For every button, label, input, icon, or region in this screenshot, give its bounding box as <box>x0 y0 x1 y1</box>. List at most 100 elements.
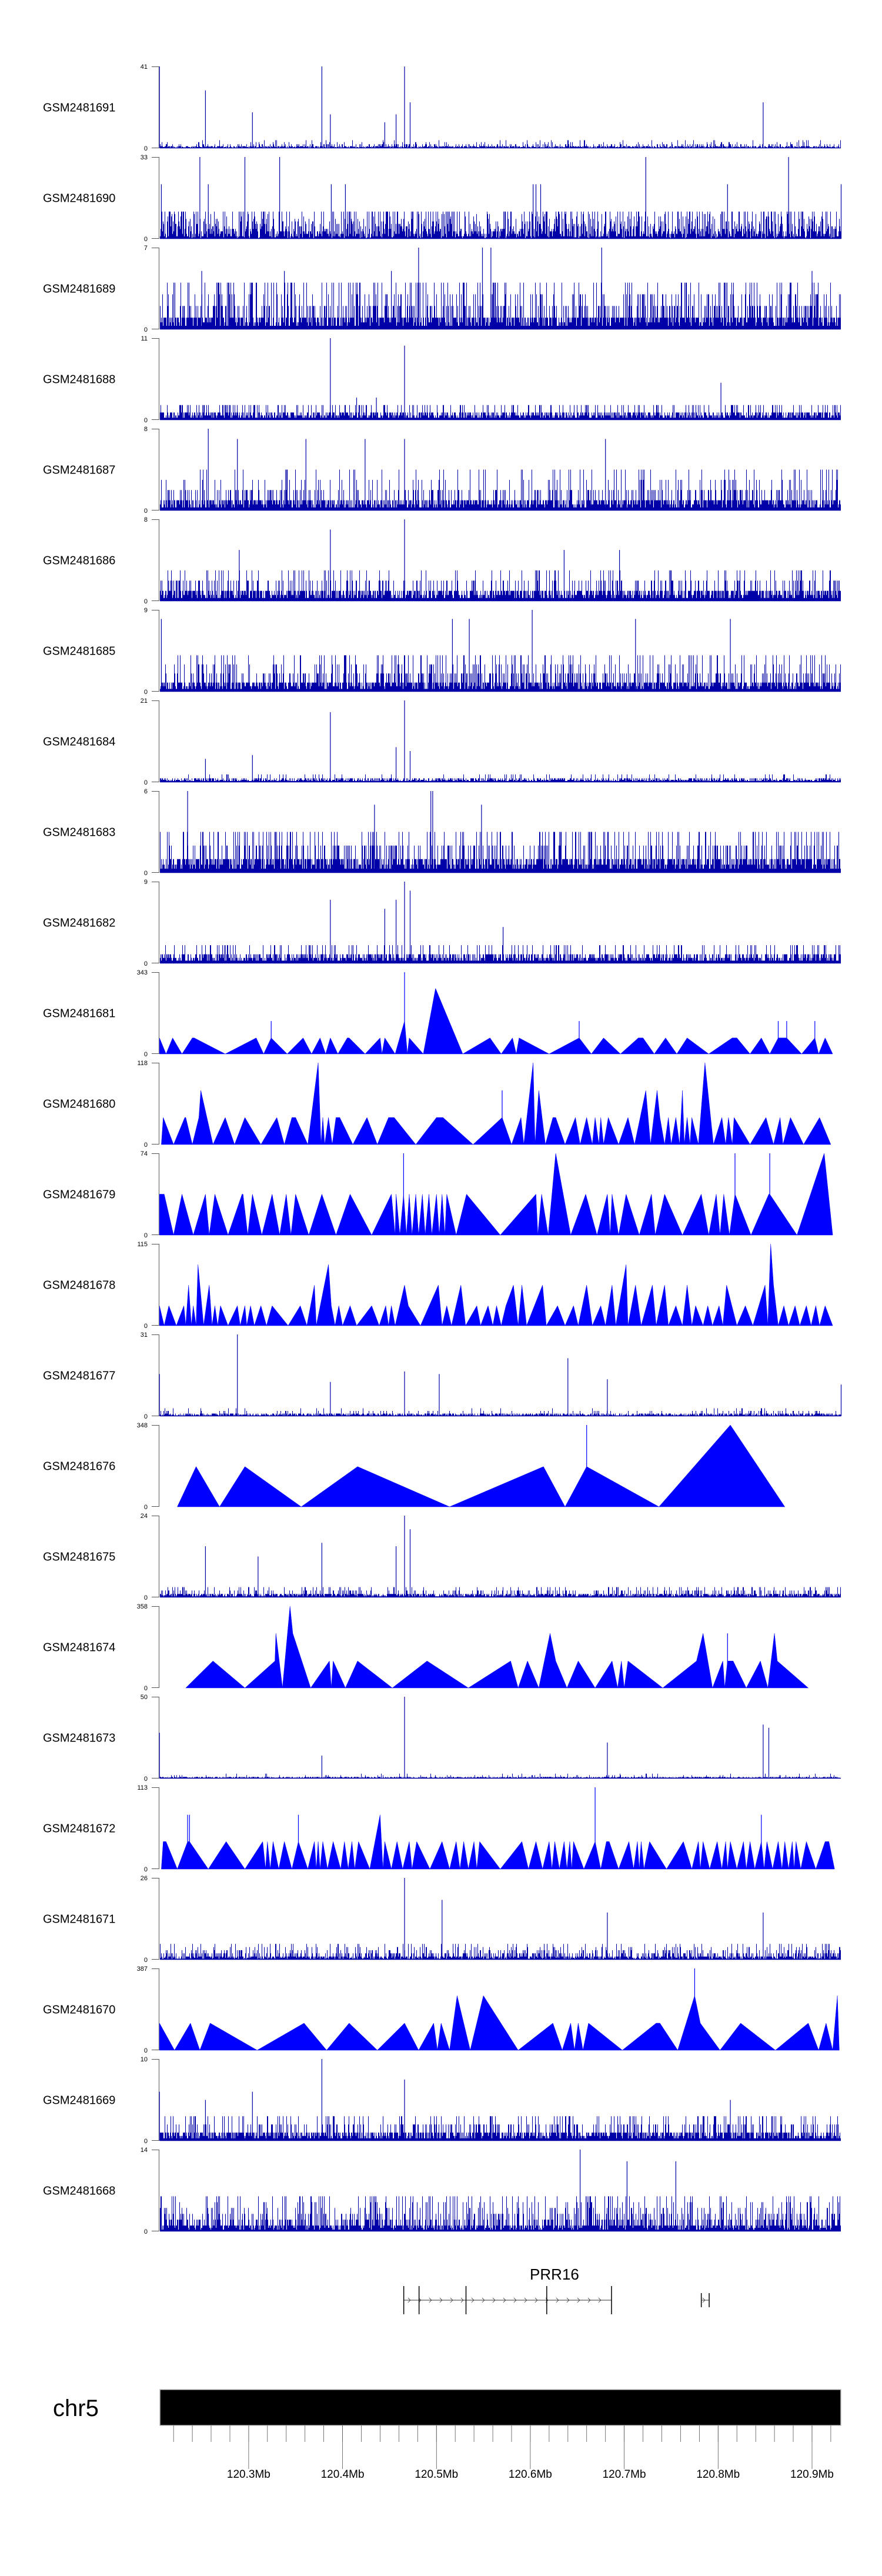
track-gsm2481674: GSM2481674 358 0 <box>43 1603 809 1692</box>
y-axis-max-label: 14 <box>141 2147 148 2154</box>
track-gsm2481684: GSM2481684 21 0 <box>43 698 841 786</box>
y-axis-max-label: 26 <box>141 1875 148 1882</box>
track-gsm2481677: GSM2481677 31 0 <box>43 1332 842 1420</box>
y-axis-max-label: 74 <box>141 1150 148 1157</box>
track-gsm2481670: GSM2481670 387 0 <box>43 1966 840 2054</box>
signal-bars <box>160 140 841 148</box>
track-name-label: GSM2481684 <box>43 736 115 749</box>
y-axis-min-label: 0 <box>144 1504 148 1511</box>
track-name-label: GSM2481678 <box>43 1279 115 1292</box>
track-gsm2481672: GSM2481672 113 0 <box>43 1784 835 1873</box>
track-name-label: GSM2481674 <box>43 1641 115 1654</box>
y-axis-min-label: 0 <box>144 2047 148 2054</box>
strand-arrow-icon <box>492 2297 496 2303</box>
y-axis-min-label: 0 <box>144 598 148 605</box>
y-axis-min-label: 0 <box>144 1594 148 1601</box>
track-gsm2481686: GSM2481686 8 0 <box>43 516 841 605</box>
y-axis-max-label: 11 <box>141 335 148 342</box>
y-axis-min-label: 0 <box>144 1866 148 1873</box>
track-name-label: GSM2481677 <box>43 1370 115 1383</box>
track-name-label: GSM2481689 <box>43 283 115 296</box>
strand-arrow-icon <box>524 2297 527 2303</box>
strand-arrow-icon <box>598 2297 602 2303</box>
y-axis-max-label: 50 <box>141 1694 148 1701</box>
track-name-label: GSM2481686 <box>43 555 115 568</box>
gene-exon <box>546 2286 547 2314</box>
chromosome-label: chr5 <box>53 2395 99 2421</box>
track-gsm2481668: GSM2481668 14 0 <box>43 2147 841 2235</box>
signal-bars <box>160 570 841 601</box>
track-name-label: GSM2481673 <box>43 1732 115 1745</box>
y-axis-min-label: 0 <box>144 689 148 696</box>
y-axis-max-label: 10 <box>141 2056 148 2063</box>
chromosome-ideogram-bar <box>159 2389 841 2426</box>
signal-bars <box>160 655 841 692</box>
track-name-label: GSM2481687 <box>43 464 115 477</box>
x-tick-label: 120.9Mb <box>790 2468 834 2481</box>
feature-exon <box>709 2293 710 2307</box>
track-name-label: GSM2481669 <box>43 2094 115 2107</box>
strand-arrow-icon <box>702 2297 706 2303</box>
track-name-label: GSM2481681 <box>43 1007 115 1020</box>
signal-bars <box>160 774 841 782</box>
strand-arrow-icon <box>407 2297 411 2303</box>
y-axis-min-label: 0 <box>144 1232 148 1239</box>
track-name-label: GSM2481679 <box>43 1189 115 1202</box>
signal-bars <box>160 405 841 420</box>
strand-arrow-icon <box>482 2297 485 2303</box>
y-axis-min-label: 0 <box>144 1685 148 1692</box>
y-axis-min-label: 0 <box>144 326 148 333</box>
x-tick-label: 120.8Mb <box>696 2468 740 2481</box>
strand-arrow-icon <box>450 2297 453 2303</box>
signal-bars <box>160 2196 841 2231</box>
y-axis-min-label: 0 <box>144 1051 148 1058</box>
track-name-label: GSM2481675 <box>43 1551 115 1564</box>
track-gsm2481678: GSM2481678 115 0 <box>43 1241 833 1330</box>
data-tracks: GSM2481691410GSM2481690330GSM248168970GS… <box>43 64 842 2235</box>
x-tick-label: 120.3Mb <box>227 2468 270 2481</box>
y-axis-max-label: 8 <box>144 426 148 433</box>
strand-arrow-icon <box>534 2297 538 2303</box>
y-axis-max-label: 7 <box>144 245 148 252</box>
signal-bars <box>160 1587 841 1597</box>
track-name-label: GSM2481680 <box>43 1098 115 1111</box>
y-axis-max-label: 118 <box>137 1060 148 1067</box>
y-axis-min-label: 0 <box>144 1957 148 1964</box>
signal-bars <box>160 2116 841 2141</box>
strand-arrow-icon <box>587 2297 591 2303</box>
chromosome-axis-track: chr5 120.3Mb 120.4Mb 120.5Mb 120.6Mb 120.7Mb 1… <box>53 2389 841 2481</box>
y-axis-max-label: 387 <box>137 1966 148 1973</box>
track-gsm2481681: GSM2481681 343 0 <box>43 969 833 1058</box>
track-name-label: GSM2481688 <box>43 373 115 386</box>
signal-bars <box>160 1408 841 1416</box>
y-axis-min-label: 0 <box>144 2228 148 2235</box>
y-axis-min-label: 0 <box>144 1142 148 1149</box>
coverage-area <box>161 1062 831 1145</box>
coverage-area <box>185 1606 809 1689</box>
track-name-label: GSM2481683 <box>43 826 115 839</box>
x-tick-label: 120.7Mb <box>603 2468 646 2481</box>
y-axis-max-label: 8 <box>144 516 148 523</box>
coverage-area <box>161 1814 835 1870</box>
gene-exon <box>465 2286 467 2314</box>
y-axis-min-label: 0 <box>144 870 148 877</box>
gene-exon <box>611 2286 612 2314</box>
y-axis-min-label: 0 <box>144 145 148 152</box>
y-axis-max-label: 343 <box>137 969 148 976</box>
track-name-label: GSM2481671 <box>43 1913 115 1926</box>
y-axis-max-label: 6 <box>144 788 148 795</box>
track-gsm2481689: GSM2481689 7 0 <box>43 245 841 333</box>
y-axis-max-label: 115 <box>137 1241 148 1248</box>
coverage-area <box>159 987 833 1055</box>
y-axis-max-label: 31 <box>141 1332 148 1339</box>
x-tick-label: 120.5Mb <box>415 2468 458 2481</box>
signal-bars <box>160 282 841 329</box>
track-name-label: GSM2481668 <box>43 2185 115 2198</box>
y-axis-max-label: 9 <box>144 607 148 614</box>
strand-arrow-icon <box>513 2297 517 2303</box>
coverage-area <box>177 1424 786 1507</box>
track-name-label: GSM2481691 <box>43 102 115 115</box>
y-axis-min-label: 0 <box>144 1323 148 1330</box>
gene-name-label: PRR16 <box>530 2265 579 2283</box>
